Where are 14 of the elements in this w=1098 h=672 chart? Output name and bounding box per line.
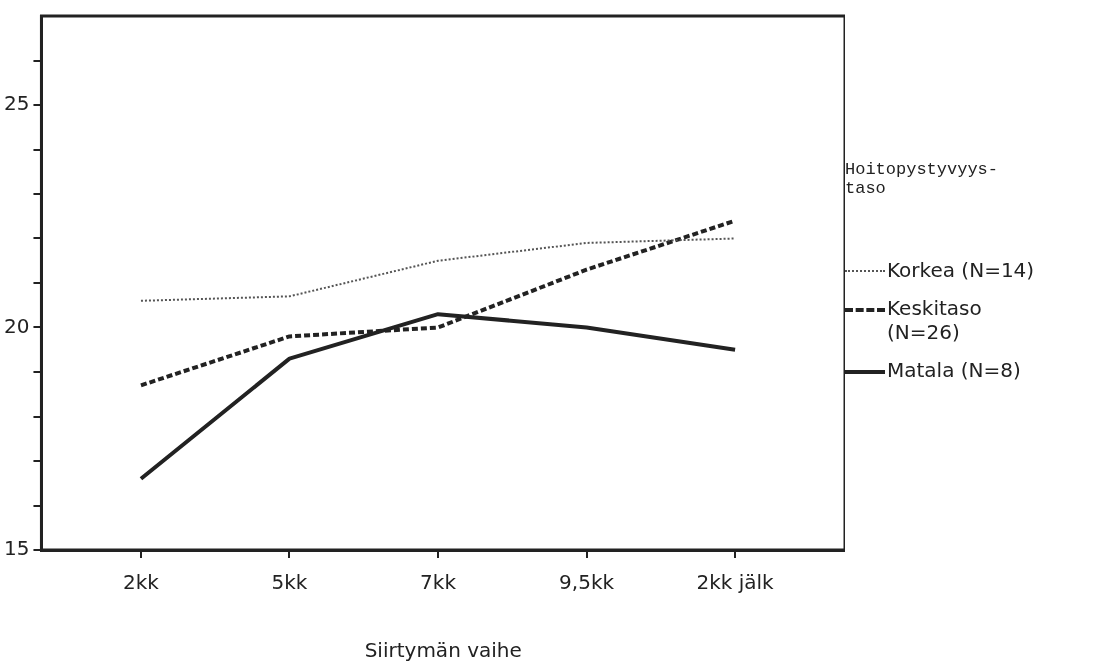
x-tick-label: 9,5kk bbox=[559, 570, 615, 595]
line-series bbox=[139, 237, 737, 302]
x-axis-title: Siirtymän vaihe bbox=[364, 638, 522, 663]
x-tick-label: 7kk bbox=[420, 570, 457, 595]
legend-label: Keskitaso (N=26) bbox=[887, 296, 983, 344]
legend-label: Matala (N=8) bbox=[887, 358, 1022, 382]
x-tick-label: 2kk jälk bbox=[696, 570, 775, 595]
y-tick-label: 20 bbox=[4, 313, 30, 338]
y-tick-label: 15 bbox=[4, 536, 30, 561]
x-tick-label: 2kk bbox=[123, 570, 160, 595]
legend-title: Hoitopystyvyys-taso bbox=[845, 160, 1000, 198]
legend-label: Korkea (N=14) bbox=[887, 258, 1036, 282]
y-tick-label: 25 bbox=[4, 91, 30, 116]
x-tick-label: 5kk bbox=[271, 570, 308, 595]
